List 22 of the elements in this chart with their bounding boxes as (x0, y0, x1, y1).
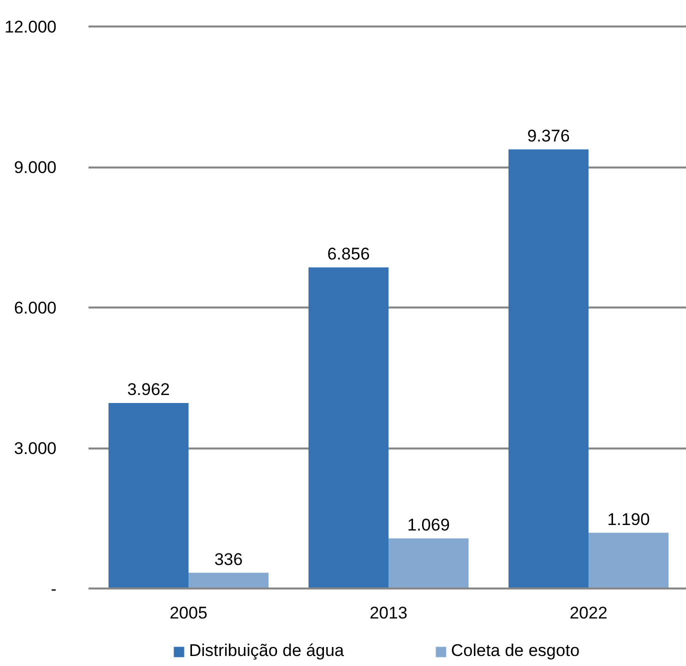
data-label: 6.856 (327, 244, 370, 264)
bar (588, 532, 668, 588)
x-tick-label: 2005 (170, 604, 208, 622)
x-tick-label: 2013 (370, 604, 408, 622)
data-label: 9.376 (527, 126, 570, 146)
y-tick-label: 3.000 (14, 439, 57, 458)
y-tick-label: 9.000 (14, 158, 57, 177)
bar (188, 572, 268, 588)
bar (508, 149, 588, 588)
x-tick-label: 2022 (570, 604, 608, 622)
data-label: 1.190 (607, 510, 650, 529)
data-label: 336 (214, 550, 243, 569)
y-tick-label: 12.000 (4, 18, 57, 36)
bar (388, 538, 468, 588)
data-label: 3.962 (127, 380, 170, 399)
legend-label: Distribuição de água (189, 641, 344, 661)
y-tick-label: 6.000 (14, 298, 57, 318)
data-label: 1.069 (407, 515, 450, 534)
bar (108, 402, 188, 588)
bar (308, 267, 388, 588)
legend-label: Coleta de esgoto (450, 641, 580, 661)
y-tick-label: - (50, 580, 57, 598)
